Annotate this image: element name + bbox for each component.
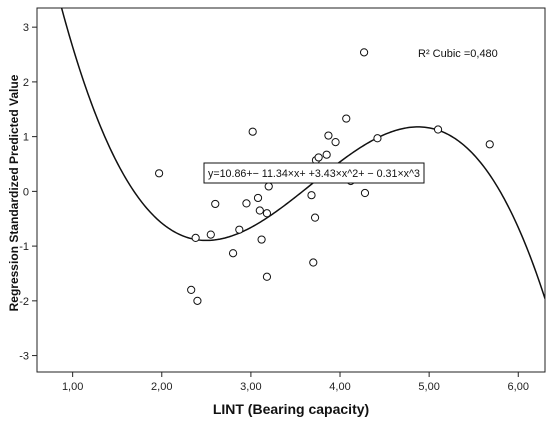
y-axis-ticks: -3 -2 -1 0 1 2 3: [19, 22, 37, 363]
data-point: [206, 230, 215, 239]
y-tick-label: -1: [19, 241, 29, 253]
data-point: [235, 225, 244, 234]
y-axis-label: Regression Standardized Predicted Value: [7, 74, 21, 311]
y-tick-label: 3: [23, 22, 29, 34]
data-point: [191, 233, 200, 242]
data-point: [307, 191, 316, 200]
data-point: [155, 169, 164, 178]
data-point: [255, 206, 264, 215]
data-point: [248, 127, 257, 136]
data-point: [485, 140, 494, 149]
data-point: [211, 199, 220, 209]
data-point: [322, 150, 331, 159]
x-tick-label: 5,00: [418, 381, 439, 393]
data-point: [253, 193, 263, 203]
x-tick-label: 3,00: [240, 381, 261, 393]
equation-box-frame: [203, 162, 425, 184]
data-point: [262, 272, 272, 281]
x-axis-ticks: 1,00 2,00 3,00 4,00 5,00 6,00: [62, 372, 529, 393]
x-tick-label: 1,00: [62, 381, 83, 393]
data-point: [314, 153, 323, 162]
data-point: [264, 182, 273, 191]
data-point: [324, 131, 333, 140]
data-point: [262, 209, 272, 218]
y-tick-label: -3: [19, 351, 29, 363]
data-point: [193, 296, 202, 305]
data-point: [331, 138, 340, 147]
x-tick-label: 6,00: [508, 381, 529, 393]
data-point: [242, 199, 251, 208]
equation-box: y=10.86+− 11.34×x+ +3.43×x^2+ − 0.31×x^3: [203, 162, 425, 184]
data-point: [310, 213, 320, 222]
data-point: [433, 125, 443, 134]
x-tick-label: 2,00: [151, 381, 172, 393]
y-tick-label: 1: [23, 132, 29, 144]
y-tick-label: 0: [23, 186, 29, 198]
plot-area: -3 -2 -1 0 1 2 3 1,00 2,00 3,00 4,00 5,00 6,00: [19, 7, 546, 393]
plot-frame: [36, 7, 546, 373]
data-point: [360, 188, 370, 198]
y-tick-label: -2: [19, 296, 29, 308]
data-point: [373, 134, 382, 143]
cubic-fit-curve: [60, 8, 545, 299]
data-point: [309, 258, 318, 267]
equation-label: y=10.86+− 11.34×x+ +3.43×x^2+ − 0.31×x^3: [208, 168, 420, 180]
data-point: [359, 48, 369, 57]
x-tick-label: 4,00: [329, 381, 350, 393]
r2-label: R² Cubic =0,480: [418, 48, 498, 60]
data-point: [228, 249, 238, 258]
data-point: [187, 285, 196, 294]
data-point: [257, 235, 266, 244]
x-axis-label: LINT (Bearing capacity): [213, 401, 369, 417]
data-point: [342, 114, 351, 123]
y-tick-label: 2: [23, 77, 29, 89]
